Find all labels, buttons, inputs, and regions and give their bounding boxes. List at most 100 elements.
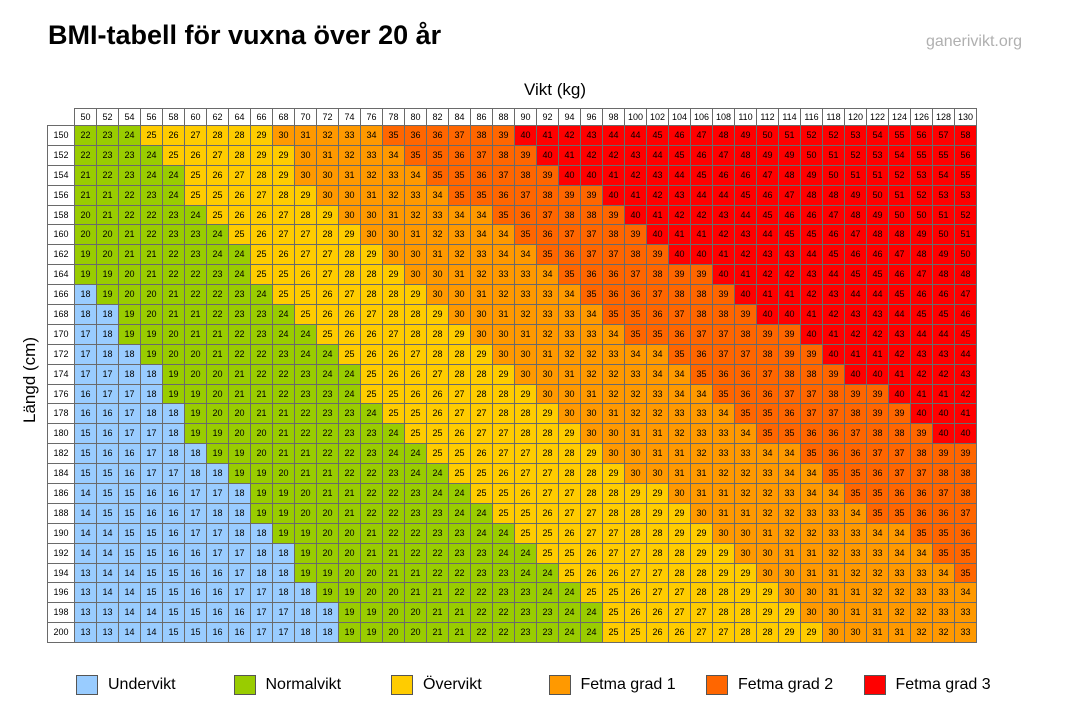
bmi-cell: 18 (96, 304, 119, 325)
bmi-cell: 19 (294, 542, 317, 564)
bmi-cell: 40 (712, 264, 735, 286)
bmi-cell: 23 (404, 483, 427, 504)
bmi-cell: 46 (910, 284, 933, 306)
bmi-cell: 35 (602, 304, 625, 325)
bmi-cell: 27 (448, 383, 471, 405)
bmi-cell: 22 (140, 204, 163, 226)
bmi-cell: 34 (492, 224, 515, 246)
bmi-cell: 23 (162, 224, 185, 246)
bmi-cell: 17 (250, 622, 273, 644)
bmi-cell: 15 (74, 443, 97, 465)
bmi-cell: 19 (74, 244, 97, 266)
bmi-cell: 27 (536, 463, 559, 485)
bmi-cell: 27 (360, 304, 383, 325)
table-row: 168 18 18 19 20 21 21 22 23 23 24 25 26 26 27 28 28 29 30 3… (47, 304, 977, 325)
bmi-cell: 27 (624, 542, 647, 564)
bmi-cell: 23 (338, 423, 361, 445)
bmi-cell: 33 (558, 323, 581, 345)
bmi-cell: 22 (470, 602, 493, 624)
bmi-cell: 19 (294, 522, 317, 544)
bmi-cell: 38 (866, 423, 889, 445)
bmi-cell: 20 (316, 542, 339, 564)
bmi-cell: 18 (118, 363, 141, 385)
bmi-cell: 25 (514, 522, 537, 544)
bmi-cell: 33 (888, 562, 911, 584)
bmi-cell: 22 (316, 443, 339, 465)
bmi-cell: 23 (382, 463, 405, 485)
bmi-cell: 44 (712, 184, 735, 206)
bmi-cell: 39 (800, 343, 823, 365)
bmi-cell: 32 (602, 363, 625, 385)
bmi-cell: 43 (580, 125, 603, 146)
bmi-cell: 19 (118, 304, 141, 325)
bmi-cell: 25 (426, 423, 449, 445)
bmi-cell: 42 (734, 244, 757, 266)
bmi-cell: 19 (360, 602, 383, 624)
weight-tick-label: 62 (206, 108, 229, 126)
bmi-cell: 33 (866, 542, 889, 564)
bmi-cell: 21 (382, 562, 405, 584)
bmi-cell: 40 (910, 403, 933, 425)
bmi-cell: 34 (844, 502, 867, 524)
bmi-cell: 29 (272, 164, 295, 186)
bmi-cell: 30 (338, 184, 361, 206)
bmi-cell: 34 (426, 184, 449, 206)
bmi-cell: 49 (866, 204, 889, 226)
bmi-cell: 15 (140, 562, 163, 584)
bmi-cell: 39 (712, 284, 735, 306)
bmi-cell: 43 (800, 264, 823, 286)
bmi-cell: 41 (888, 363, 911, 385)
bmi-cell: 25 (492, 483, 515, 504)
bmi-cell: 20 (206, 383, 229, 405)
bmi-cell: 44 (756, 224, 779, 246)
bmi-cell: 18 (162, 423, 185, 445)
bmi-cell: 43 (888, 323, 911, 345)
bmi-cell: 20 (294, 502, 317, 524)
bmi-cell: 33 (910, 582, 933, 604)
table-row: 198 13 13 14 14 15 15 16 16 17 17 18 18 19 19 20 20 21 21 2… (47, 602, 977, 624)
bmi-cell: 36 (910, 483, 933, 504)
bmi-cell: 45 (954, 323, 977, 345)
bmi-cell: 15 (184, 622, 207, 644)
y-axis-label: Längd (cm) (20, 337, 39, 423)
bmi-cell: 18 (228, 483, 251, 504)
bmi-cell: 40 (888, 383, 911, 405)
bmi-cell: 35 (910, 522, 933, 544)
bmi-cell: 34 (954, 582, 977, 604)
bmi-cell: 16 (228, 602, 251, 624)
bmi-cell: 39 (888, 403, 911, 425)
legend-label: Övervikt (423, 676, 482, 693)
bmi-cell: 39 (690, 264, 713, 286)
bmi-cell: 22 (140, 224, 163, 246)
bmi-cell: 46 (866, 244, 889, 266)
bmi-cell: 21 (228, 363, 251, 385)
bmi-cell: 16 (206, 562, 229, 584)
bmi-cell: 30 (316, 184, 339, 206)
bmi-cell: 33 (426, 204, 449, 226)
bmi-cell: 23 (184, 224, 207, 246)
bmi-cell: 21 (404, 582, 427, 604)
bmi-cell: 30 (800, 582, 823, 604)
height-tick-label: 158 (47, 204, 75, 226)
bmi-cell: 37 (866, 443, 889, 465)
bmi-cell: 49 (800, 164, 823, 186)
bmi-cell: 22 (162, 264, 185, 286)
bmi-cell: 15 (96, 483, 119, 504)
bmi-cell: 30 (580, 403, 603, 425)
bmi-cell: 21 (96, 184, 119, 206)
bmi-cell: 23 (206, 264, 229, 286)
bmi-cell: 13 (96, 622, 119, 644)
bmi-cell: 19 (272, 502, 295, 524)
bmi-cell: 18 (96, 323, 119, 345)
bmi-cell: 41 (844, 343, 867, 365)
bmi-cell: 34 (822, 483, 845, 504)
bmi-cell: 52 (910, 184, 933, 206)
bmi-cell: 30 (844, 622, 867, 644)
bmi-cell: 42 (624, 164, 647, 186)
bmi-cell: 30 (624, 443, 647, 465)
bmi-cell: 24 (404, 463, 427, 485)
bmi-cell: 23 (426, 522, 449, 544)
bmi-cell: 23 (492, 562, 515, 584)
bmi-cell: 32 (514, 304, 537, 325)
bmi-cell: 38 (536, 184, 559, 206)
